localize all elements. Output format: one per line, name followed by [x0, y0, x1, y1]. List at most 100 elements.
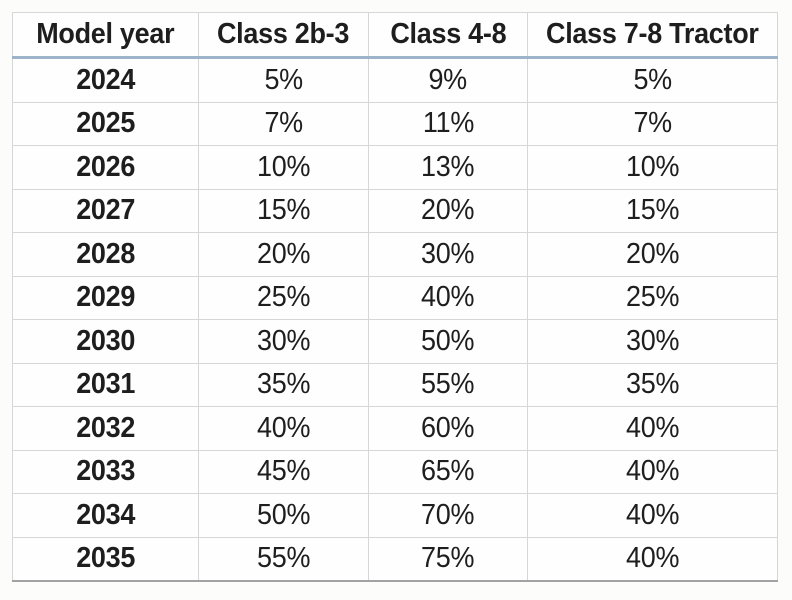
table-row: 2032 40% 60% 40%: [12, 406, 778, 451]
percentage-value: 40%: [625, 455, 680, 488]
column-header-class-2b-3: Class 2b-3: [198, 12, 369, 59]
table-row: 2030 30% 50% 30%: [12, 319, 778, 364]
year-cell: 2033: [12, 449, 199, 494]
value-cell: 7%: [527, 101, 778, 146]
percentage-value: 70%: [421, 498, 475, 531]
value-cell: 35%: [198, 362, 369, 407]
value-cell: 65%: [368, 449, 528, 494]
table-body: 2024 5% 9% 5% 2025 7% 11% 7% 2026 10% 13% 10% 2027 15…: [12, 57, 778, 582]
year-cell: 2030: [12, 319, 199, 364]
percentage-value: 65%: [421, 455, 475, 488]
value-cell: 55%: [368, 362, 528, 407]
value-cell: 40%: [527, 536, 778, 582]
year-cell: 2032: [12, 406, 199, 451]
percentage-value: 55%: [421, 368, 475, 401]
value-cell: 40%: [527, 449, 778, 494]
column-header-label: Class 4-8: [390, 18, 506, 50]
table-row: 2027 15% 20% 15%: [12, 188, 778, 233]
percentage-value: 50%: [421, 324, 475, 357]
value-cell: 40%: [527, 406, 778, 451]
percentage-value: 15%: [625, 194, 680, 227]
percentage-value: 7%: [264, 107, 303, 140]
table-row: 2028 20% 30% 20%: [12, 232, 778, 277]
year-cell: 2026: [12, 145, 199, 190]
year-cell: 2025: [12, 101, 199, 146]
column-header-label: Model year: [36, 18, 175, 50]
percentage-value: 20%: [421, 194, 475, 227]
column-header-label: Class 2b-3: [217, 18, 350, 50]
percentage-value: 40%: [625, 542, 680, 575]
table-row: 2025 7% 11% 7%: [12, 101, 778, 146]
percentage-value: 30%: [421, 237, 475, 270]
table-row: 2029 25% 40% 25%: [12, 275, 778, 320]
value-cell: 40%: [198, 406, 369, 451]
value-cell: 20%: [368, 188, 528, 233]
table-row: 2026 10% 13% 10%: [12, 145, 778, 190]
percentage-value: 10%: [256, 150, 311, 183]
percentage-value: 15%: [256, 194, 311, 227]
value-cell: 5%: [527, 57, 778, 103]
percentage-value: 75%: [421, 542, 475, 575]
year-label: 2034: [76, 498, 135, 531]
value-cell: 7%: [198, 101, 369, 146]
year-label: 2026: [76, 150, 135, 183]
value-cell: 75%: [368, 536, 528, 582]
value-cell: 9%: [368, 57, 528, 103]
column-header-class-7-8-tractor: Class 7-8 Tractor: [527, 12, 778, 59]
value-cell: 10%: [198, 145, 369, 190]
value-cell: 25%: [527, 275, 778, 320]
value-cell: 25%: [198, 275, 369, 320]
value-cell: 50%: [368, 319, 528, 364]
value-cell: 20%: [198, 232, 369, 277]
year-cell: 2035: [12, 536, 199, 582]
percentage-value: 45%: [256, 455, 311, 488]
percentage-value: 40%: [625, 411, 680, 444]
percentage-value: 20%: [256, 237, 311, 270]
percentage-value: 40%: [625, 498, 680, 531]
value-cell: 35%: [527, 362, 778, 407]
year-cell: 2034: [12, 493, 199, 538]
percentage-value: 55%: [256, 542, 311, 575]
value-cell: 13%: [368, 145, 528, 190]
year-label: 2028: [76, 237, 135, 270]
table-row: 2033 45% 65% 40%: [12, 449, 778, 494]
year-label: 2035: [76, 542, 135, 575]
year-label: 2027: [76, 194, 135, 227]
column-header-class-4-8: Class 4-8: [368, 12, 528, 59]
year-label: 2029: [76, 281, 135, 314]
percentage-value: 7%: [633, 107, 672, 140]
percentage-value: 5%: [264, 63, 303, 96]
column-header-model-year: Model year: [12, 12, 199, 59]
model-year-percentage-table: Model year Class 2b-3 Class 4-8 Class 7-…: [12, 12, 778, 582]
value-cell: 10%: [527, 145, 778, 190]
percentage-value: 60%: [421, 411, 475, 444]
percentage-value: 25%: [625, 281, 680, 314]
value-cell: 30%: [368, 232, 528, 277]
percentage-value: 20%: [625, 237, 680, 270]
table-row: 2031 35% 55% 35%: [12, 362, 778, 407]
percentage-value: 13%: [421, 150, 475, 183]
year-cell: 2028: [12, 232, 199, 277]
percentage-value: 40%: [256, 411, 311, 444]
percentage-value: 35%: [256, 368, 311, 401]
value-cell: 70%: [368, 493, 528, 538]
percentage-value: 11%: [422, 107, 474, 140]
value-cell: 20%: [527, 232, 778, 277]
value-cell: 60%: [368, 406, 528, 451]
value-cell: 15%: [527, 188, 778, 233]
percentage-value: 10%: [625, 150, 680, 183]
year-cell: 2027: [12, 188, 199, 233]
value-cell: 15%: [198, 188, 369, 233]
year-cell: 2031: [12, 362, 199, 407]
column-header-label: Class 7-8 Tractor: [546, 18, 759, 50]
value-cell: 50%: [198, 493, 369, 538]
year-cell: 2029: [12, 275, 199, 320]
table-row: 2024 5% 9% 5%: [12, 57, 778, 103]
value-cell: 40%: [527, 493, 778, 538]
value-cell: 45%: [198, 449, 369, 494]
percentage-value: 5%: [633, 63, 672, 96]
percentage-value: 40%: [421, 281, 475, 314]
table-row: 2034 50% 70% 40%: [12, 493, 778, 538]
value-cell: 30%: [527, 319, 778, 364]
table-row: 2035 55% 75% 40%: [12, 536, 778, 582]
